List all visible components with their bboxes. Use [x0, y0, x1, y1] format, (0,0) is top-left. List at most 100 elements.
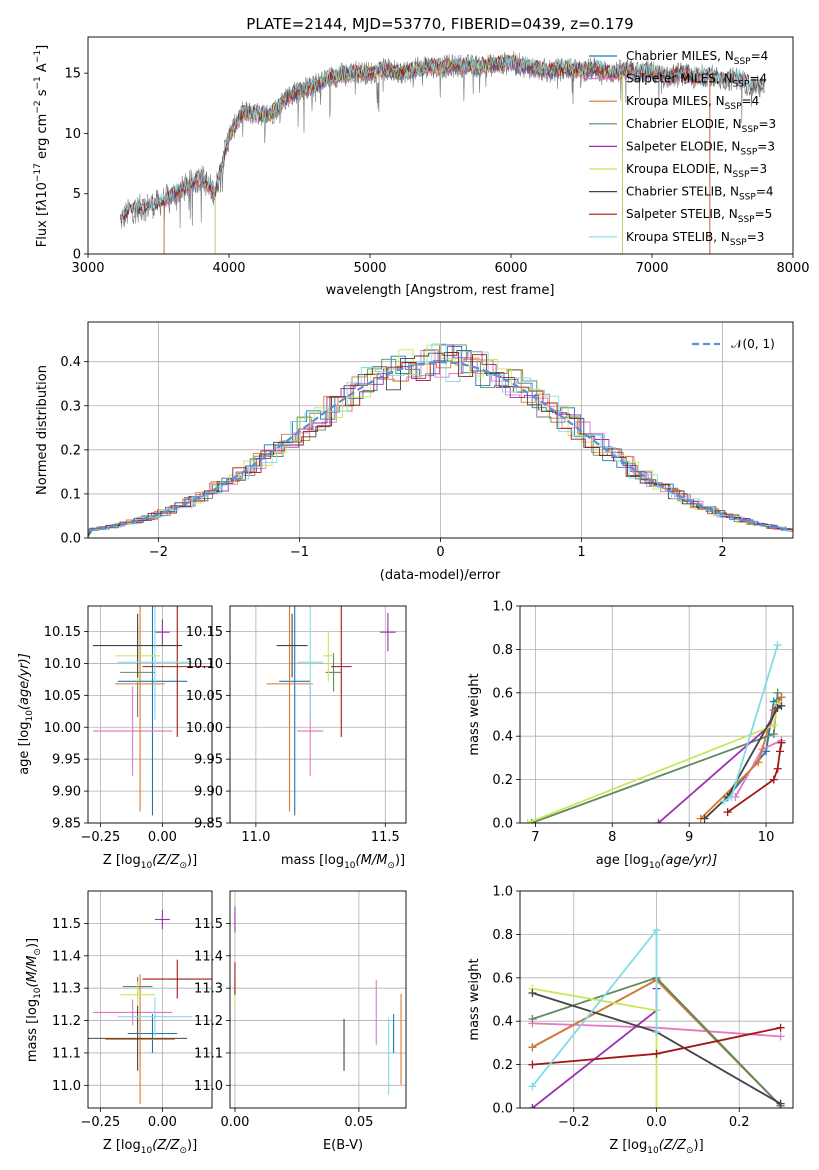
label-part: Kroupa MILES, N: [626, 94, 725, 108]
label-part: SSP: [738, 215, 755, 225]
plot-area: [120, 51, 765, 254]
y-tick-label: 1.0: [492, 885, 513, 900]
x-tick-label: −0.25: [80, 1115, 120, 1130]
x-tick-label: −0.2: [558, 1115, 590, 1130]
x-tick-label: 3000: [71, 261, 104, 276]
label-part: 10: [25, 710, 35, 722]
plot-area: [92, 606, 212, 816]
x-tick-label: 0: [436, 545, 444, 560]
label-part: SSP: [734, 57, 751, 67]
label-part: )]: [187, 1138, 197, 1153]
x-tick-label: 6000: [494, 261, 527, 276]
x-tick-label: 0.2: [729, 1115, 750, 1130]
y-tick-label: 0.0: [492, 817, 513, 832]
histogram-series: [88, 349, 793, 538]
label-part: 10: [141, 1146, 153, 1156]
y-tick-label: 10.00: [186, 721, 223, 736]
x-tick-label: 7: [531, 830, 539, 845]
label-part: Salpeter STELIB, N: [626, 207, 738, 221]
y-tick-label: 11.0: [52, 1079, 81, 1094]
label-part: 10: [649, 861, 661, 871]
spectrum-panel: 3000 4000 5000 6000 7000 8000 0 5 10 15 Chabrier M…: [64, 36, 810, 276]
y-axis-label: mass weight: [467, 958, 482, 1040]
label-part: (M/M: [25, 956, 40, 988]
mass-weight-marker: [776, 1032, 785, 1041]
label-part: )]: [187, 853, 197, 868]
mass-weight-marker: [769, 730, 778, 739]
y-tick-label: 10.15: [44, 625, 81, 640]
residual-panel: −2 −1 0 1 2 0.0 0.1 0.2 0.3 0.4 𝒩(0, 1): [60, 321, 794, 560]
y-tick-label: 5: [73, 187, 81, 202]
x-tick-label: 1: [577, 545, 585, 560]
label-part: λ: [35, 199, 50, 208]
histogram-series: [88, 352, 793, 538]
y-tick-label: 10.15: [186, 625, 223, 640]
label-part: erg cm: [35, 114, 50, 163]
x-axis-label: mass [log10(M/M⊙)]: [281, 853, 405, 871]
x-tick-label: 0.00: [148, 1115, 177, 1130]
y-tick-label: 10.00: [44, 721, 81, 736]
histogram-series: [88, 357, 793, 538]
label-part: )]: [25, 938, 40, 948]
x-tick-label: 11.0: [241, 830, 270, 845]
label-part: =4: [751, 49, 769, 63]
mass-weight-marker: [777, 738, 786, 747]
x-tick-label: 9: [685, 830, 693, 845]
y-axis-label: Flux [fλ10−17 erg cm−2 s−1 A−1]: [33, 45, 50, 247]
label-part: SSP: [733, 170, 750, 180]
y-tick-label: 0.4: [492, 730, 513, 745]
plot-area: [234, 906, 402, 1096]
y-tick-label: 9.95: [194, 753, 223, 768]
mass-weight-marker: [654, 819, 663, 823]
mass-weight-marker: [775, 747, 784, 756]
label-part: −1: [33, 76, 43, 89]
mass-weight-marker: [523, 819, 532, 823]
label-part: 10: [35, 182, 50, 199]
y-tick-label: 0.2: [492, 1058, 513, 1073]
label-part: ⊙: [179, 861, 187, 871]
y-tick-label: 0.0: [60, 532, 81, 547]
mass-vs-z-panel: −0.25 0.00 11.0 11.1 11.2 11.3 11.4 11.5: [52, 890, 213, 1130]
label-part: −17: [33, 163, 43, 182]
label-part: mass [log: [25, 999, 40, 1062]
x-axis-label: wavelength [Angstrom, rest frame]: [326, 283, 555, 298]
plot-area: [88, 909, 212, 1105]
y-tick-label: 9.90: [52, 785, 81, 800]
label-part: SSP: [739, 193, 756, 203]
mass-weight-marker: [528, 1104, 537, 1108]
label-part: SSP: [733, 80, 750, 90]
y-tick-label: 10: [64, 127, 81, 142]
label-part: =4: [742, 94, 760, 108]
age-vs-z-panel: −0.25 0.00 9.85 9.90 9.95 10.00 10.05 10.10 10.1…: [44, 605, 213, 845]
mass-weight-marker: [773, 688, 782, 697]
label-part: =4: [756, 185, 774, 199]
histogram-series: [88, 344, 793, 538]
normal-pdf-line: [88, 360, 793, 532]
y-axis-label: age [log10(age/yr)]: [17, 653, 35, 775]
mass-weight-age-panel: 7 8 9 10 0.0 0.2 0.4 0.6 0.8 1.0: [492, 600, 794, 845]
x-tick-label: 2: [718, 545, 726, 560]
mass-weight-marker: [652, 926, 661, 935]
mass-weight-line: [703, 705, 782, 820]
y-tick-label: 0.6: [492, 971, 513, 986]
y-axis-label: Normed distribution: [35, 365, 50, 495]
legend-label: Kroupa STELIB, NSSP=3: [626, 230, 764, 248]
plot-area: [523, 641, 786, 823]
y-tick-label: 11.2: [194, 1014, 223, 1029]
mass-weight-marker: [528, 1043, 537, 1052]
y-tick-label: 0.8: [492, 928, 513, 943]
x-tick-label: 7000: [635, 261, 668, 276]
y-axis-label: mass weight: [467, 673, 482, 755]
x-axis-label: Z [log10(Z/Z⊙)]: [609, 1138, 703, 1156]
y-tick-label: 11.4: [52, 949, 81, 964]
label-part: Z [log: [103, 853, 141, 868]
y-tick-label: 0.4: [60, 355, 81, 370]
label-part: A: [35, 63, 50, 76]
x-axis-label: E(B-V): [323, 1138, 363, 1153]
label-part: =3: [757, 139, 775, 153]
mass-weight-line: [532, 987, 658, 1108]
mass-weight-line: [531, 927, 658, 1087]
label-part: Salpeter ELODIE, N: [626, 139, 740, 153]
label-part: −2: [33, 100, 43, 113]
mass-weight-marker: [723, 808, 732, 817]
